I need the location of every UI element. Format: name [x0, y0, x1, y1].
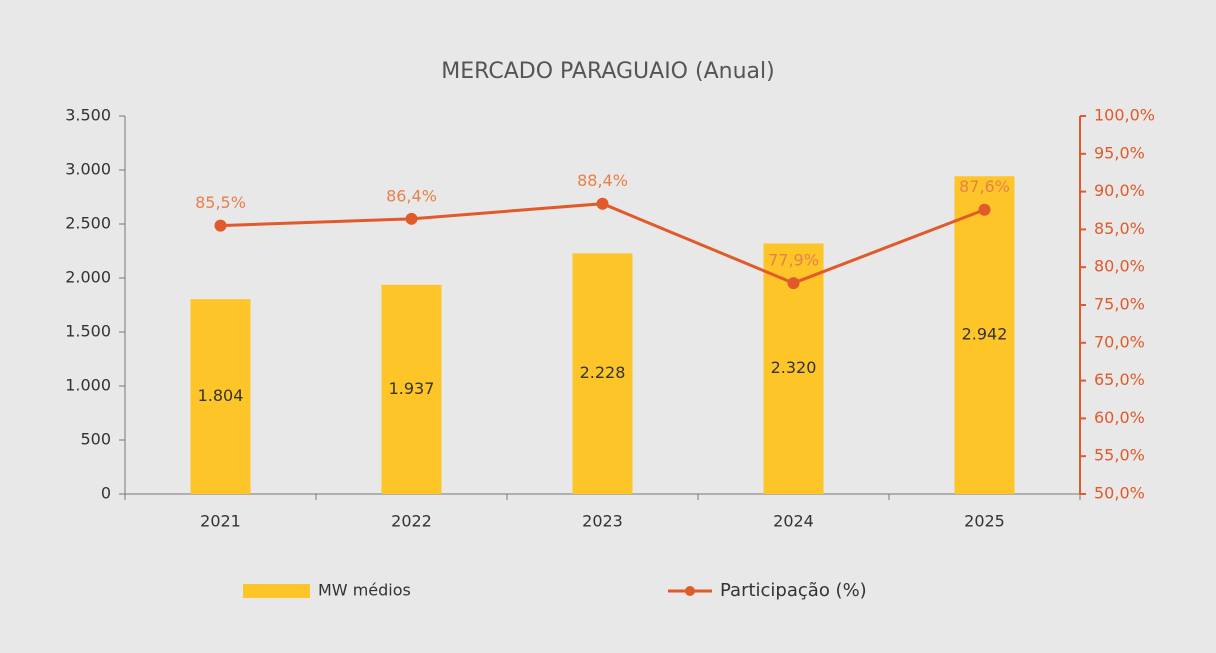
line-value-label: 87,6%	[959, 177, 1010, 196]
line-value-label: 85,5%	[195, 193, 246, 212]
line-point	[405, 212, 418, 225]
y2-tick-label: 65,0%	[1094, 370, 1145, 389]
legend-swatch	[243, 584, 310, 598]
legend-label: Participação (%)	[720, 580, 867, 601]
y-tick-label: 1.000	[65, 376, 111, 395]
bar-value-label: 2.228	[580, 363, 626, 382]
y-tick-label: 2.500	[65, 214, 111, 233]
y-tick-label: 3.000	[65, 160, 111, 179]
y2-tick-label: 70,0%	[1094, 332, 1145, 351]
line-value-label: 88,4%	[577, 171, 628, 190]
y2-tick-label: 50,0%	[1094, 484, 1145, 503]
y2-tick-label: 90,0%	[1094, 181, 1145, 200]
line-value-label: 77,9%	[768, 251, 819, 270]
bar-value-label: 1.804	[198, 386, 244, 405]
x-tick-label: 2025	[964, 512, 1005, 531]
y2-tick-label: 80,0%	[1094, 257, 1145, 276]
x-tick-label: 2022	[391, 512, 432, 531]
line-point	[787, 277, 800, 290]
y-tick-label: 3.500	[65, 106, 111, 125]
bar-value-label: 1.937	[389, 379, 435, 398]
bar	[381, 284, 442, 494]
y-tick-label: 0	[101, 484, 111, 503]
x-tick-label: 2024	[773, 512, 814, 531]
bar	[572, 253, 633, 494]
y-tick-label: 2.000	[65, 268, 111, 287]
x-tick-label: 2023	[582, 512, 623, 531]
y-tick-label: 1.500	[65, 322, 111, 341]
line-point	[214, 219, 227, 232]
y2-tick-label: 55,0%	[1094, 446, 1145, 465]
line-point	[978, 203, 991, 216]
y2-tick-label: 85,0%	[1094, 219, 1145, 238]
y2-tick-label: 75,0%	[1094, 295, 1145, 314]
y-tick-label: 500	[80, 430, 111, 449]
line-value-label: 86,4%	[386, 186, 437, 205]
bar	[954, 176, 1015, 494]
bar-value-label: 2.320	[771, 358, 817, 377]
x-tick-label: 2021	[200, 512, 241, 531]
bar-value-label: 2.942	[962, 325, 1008, 344]
chart-title: MERCADO PARAGUAIO (Anual)	[441, 59, 774, 84]
bar	[190, 299, 251, 494]
y2-tick-label: 95,0%	[1094, 143, 1145, 162]
legend-marker	[685, 586, 695, 596]
y2-tick-label: 60,0%	[1094, 408, 1145, 427]
line-point	[596, 197, 609, 210]
legend-label: MW médios	[318, 581, 411, 600]
y2-tick-label: 100,0%	[1094, 106, 1155, 125]
